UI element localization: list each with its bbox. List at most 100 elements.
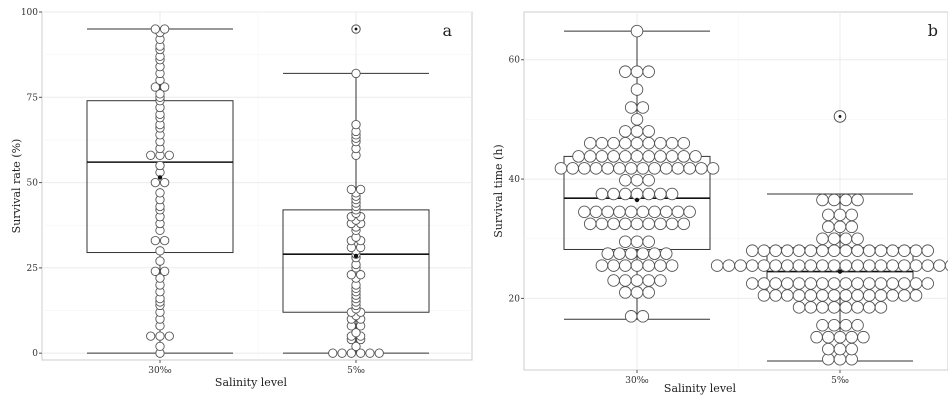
chart-panel-b: 20406030‰ 5‰Salinity levelSurvival time (… bbox=[492, 12, 948, 395]
data-point bbox=[828, 245, 840, 257]
data-point bbox=[672, 163, 684, 175]
data-point bbox=[596, 137, 608, 149]
data-point bbox=[852, 260, 864, 272]
data-point bbox=[887, 278, 899, 290]
data-point bbox=[811, 331, 823, 343]
data-point bbox=[160, 178, 168, 186]
data-point bbox=[840, 260, 852, 272]
data-point bbox=[156, 257, 164, 265]
data-point bbox=[649, 248, 661, 260]
plot-frame bbox=[42, 12, 472, 360]
data-point bbox=[643, 66, 655, 78]
data-point bbox=[631, 25, 643, 37]
data-point bbox=[156, 161, 164, 169]
data-point bbox=[614, 206, 626, 218]
data-point bbox=[614, 248, 626, 260]
data-point bbox=[793, 302, 805, 314]
data-point bbox=[625, 206, 637, 218]
data-point bbox=[631, 174, 643, 186]
data-point bbox=[840, 194, 852, 206]
data-point bbox=[649, 206, 661, 218]
data-point bbox=[637, 311, 649, 323]
data-point bbox=[666, 137, 678, 149]
data-point bbox=[637, 102, 649, 114]
data-point bbox=[620, 260, 632, 272]
data-point bbox=[840, 278, 852, 290]
data-point bbox=[567, 163, 579, 175]
outlier-center bbox=[355, 28, 358, 31]
data-point bbox=[649, 163, 661, 175]
data-point bbox=[817, 319, 829, 331]
data-point bbox=[631, 137, 643, 149]
data-point bbox=[555, 163, 567, 175]
x-axis-title: Salinity level bbox=[664, 382, 737, 395]
data-point bbox=[655, 151, 667, 163]
data-point bbox=[770, 260, 782, 272]
y-tick-label: 0 bbox=[32, 349, 38, 359]
data-point bbox=[608, 188, 620, 200]
data-point bbox=[828, 302, 840, 314]
data-point bbox=[899, 278, 911, 290]
data-point bbox=[631, 151, 643, 163]
data-point bbox=[678, 151, 690, 163]
y-tick-label: 25 bbox=[27, 264, 39, 274]
data-point bbox=[620, 218, 632, 230]
y-axis-title: Survival rate (%) bbox=[10, 139, 23, 234]
data-point bbox=[782, 290, 794, 302]
data-point bbox=[584, 151, 596, 163]
data-point bbox=[823, 331, 835, 343]
data-point bbox=[852, 245, 864, 257]
data-point bbox=[758, 260, 770, 272]
data-point bbox=[828, 233, 840, 245]
data-point bbox=[922, 245, 934, 257]
data-point bbox=[643, 151, 655, 163]
data-point bbox=[805, 260, 817, 272]
data-point bbox=[817, 260, 829, 272]
data-point bbox=[366, 349, 374, 357]
data-point bbox=[608, 151, 620, 163]
data-point bbox=[643, 260, 655, 272]
data-point bbox=[660, 206, 672, 218]
data-point bbox=[655, 275, 667, 287]
data-point bbox=[655, 188, 667, 200]
mean-marker bbox=[158, 175, 162, 179]
data-point bbox=[666, 218, 678, 230]
data-point bbox=[711, 260, 723, 272]
data-point bbox=[875, 260, 887, 272]
data-point bbox=[782, 245, 794, 257]
data-point bbox=[596, 188, 608, 200]
data-point bbox=[329, 349, 337, 357]
data-point bbox=[746, 245, 758, 257]
data-point bbox=[875, 245, 887, 257]
data-point bbox=[151, 25, 159, 33]
data-point bbox=[834, 209, 846, 221]
data-point bbox=[625, 102, 637, 114]
data-point bbox=[922, 278, 934, 290]
data-point bbox=[602, 163, 614, 175]
data-point bbox=[840, 233, 852, 245]
y-tick-label: 60 bbox=[509, 56, 521, 66]
data-point bbox=[922, 260, 934, 272]
data-point bbox=[840, 302, 852, 314]
data-point bbox=[735, 260, 747, 272]
data-point bbox=[666, 260, 678, 272]
data-point bbox=[151, 236, 159, 244]
data-point bbox=[817, 290, 829, 302]
data-point bbox=[823, 221, 835, 233]
data-point bbox=[910, 278, 922, 290]
data-point bbox=[863, 260, 875, 272]
data-point bbox=[696, 163, 708, 175]
data-point bbox=[852, 290, 864, 302]
data-point bbox=[620, 66, 632, 78]
chart-panel-a: 025507510030‰ 5‰Salinity levelSurvival ra… bbox=[10, 8, 472, 389]
data-point bbox=[846, 209, 858, 221]
data-point bbox=[666, 151, 678, 163]
data-point bbox=[746, 278, 758, 290]
data-point bbox=[817, 233, 829, 245]
data-point bbox=[637, 163, 649, 175]
data-point bbox=[910, 245, 922, 257]
data-point bbox=[655, 218, 667, 230]
data-point bbox=[625, 163, 637, 175]
data-point bbox=[672, 206, 684, 218]
data-point bbox=[852, 194, 864, 206]
